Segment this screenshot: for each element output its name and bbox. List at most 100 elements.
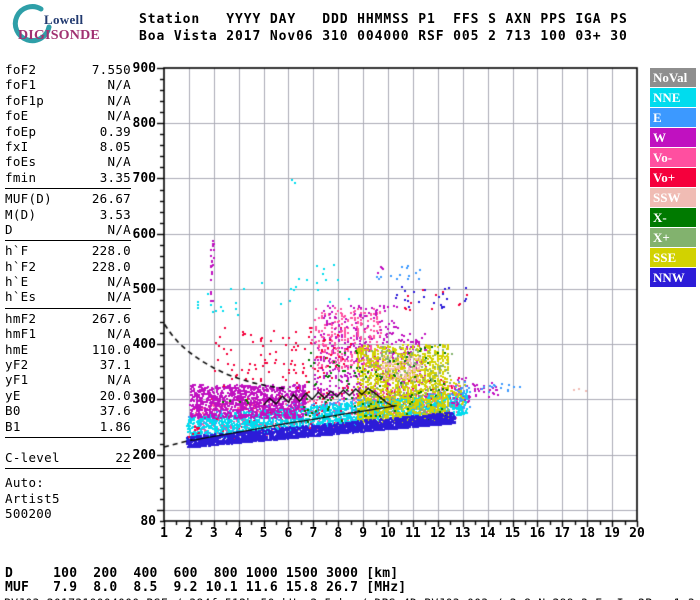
- x-axis-tick-label: 14: [479, 526, 496, 541]
- x-axis-tick-label: 19: [604, 526, 620, 541]
- doppler-direction-legend: NoVal NNE E W Vo- Vo+ SSW X- X+ SSE NNW: [650, 68, 696, 288]
- param-group: MUF(D) 26.67 M(D) 3.53 D N/A: [5, 191, 131, 237]
- param-label: hmF2: [5, 310, 37, 326]
- param-label: yF2: [5, 357, 29, 373]
- param-value: 37.1: [99, 357, 131, 373]
- param-value: 0.39: [99, 123, 131, 139]
- legend-item-vo: Vo-: [650, 148, 696, 167]
- y-axis-tick-label: 200: [132, 447, 156, 463]
- lowell-digisonde-logo: Lowell DIGISONDE: [8, 4, 126, 50]
- x-axis-tick-label: 17: [554, 526, 571, 541]
- param-value: 20.0: [99, 387, 131, 403]
- param-value: 228.0: [91, 258, 131, 274]
- param-row-fof1: foF1 N/A: [5, 77, 131, 92]
- param-row-fof1p: foF1p N/A: [5, 93, 131, 108]
- param-group: Auto: Artist5 500200: [5, 475, 131, 521]
- param-value: N/A: [107, 326, 131, 342]
- legend-item-nne: NNE: [650, 88, 696, 107]
- param-label: foF2: [5, 62, 37, 77]
- param-label: h`F: [5, 243, 29, 259]
- param-row-auto: Auto:: [5, 475, 131, 490]
- param-row-fxi: fxI 8.05: [5, 139, 131, 154]
- param-label: foE: [5, 108, 29, 124]
- x-axis-tick-label: 11: [405, 526, 421, 541]
- param-row-hf: h`F 228.0: [5, 243, 131, 258]
- param-value: 267.6: [91, 310, 131, 326]
- param-label: yE: [5, 387, 21, 403]
- param-row-clevel: C-level 22: [5, 450, 131, 465]
- param-value: N/A: [107, 221, 131, 237]
- param-row-foes: foEs N/A: [5, 154, 131, 169]
- param-row-b1: B1 1.86: [5, 419, 131, 434]
- param-label: D: [5, 221, 13, 237]
- scaled-parameters-panel: foF2 7.550 foF1 N/A foF1p N/A foE N/A foEp 0.39 fx…: [5, 62, 131, 522]
- x-axis-tick-label: 18: [579, 526, 596, 541]
- legend-item-e: E: [650, 108, 696, 127]
- param-row-hmf2: hmF2 267.6: [5, 311, 131, 326]
- param-label: h`Es: [5, 289, 37, 305]
- param-label: fmin: [5, 169, 37, 185]
- param-row-d: D N/A: [5, 222, 131, 237]
- x-axis-tick-label: 10: [380, 526, 396, 541]
- param-group: hmF2 267.6 hmF1 N/A hmE 110.0 yF2 37.1 yF1 N/A yE 2…: [5, 311, 131, 434]
- param-label: B1: [5, 418, 21, 434]
- param-value: N/A: [107, 108, 131, 124]
- param-value: N/A: [107, 77, 131, 93]
- x-axis-tick-label: 16: [529, 526, 546, 541]
- param-label: foF1p: [5, 92, 45, 108]
- param-label: M(D): [5, 206, 37, 222]
- legend-item-x: X+: [650, 228, 696, 247]
- ionogram-plot: [154, 64, 652, 528]
- y-axis-tick-label: 300: [132, 392, 156, 408]
- param-value: N/A: [107, 92, 131, 108]
- param-label: foF1: [5, 77, 37, 93]
- param-row-hf2: h`F2 228.0: [5, 259, 131, 274]
- param-value: 7.550: [91, 62, 131, 77]
- logo-text-lowell: Lowell: [44, 12, 84, 27]
- param-value: N/A: [107, 289, 131, 305]
- param-group: h`F 228.0 h`F2 228.0 h`E N/A h`Es N/A: [5, 243, 131, 305]
- x-axis-tick-label: 1: [160, 526, 168, 541]
- param-label: Auto:: [5, 475, 45, 491]
- param-value: 3.53: [99, 206, 131, 222]
- legend-item-nnw: NNW: [650, 268, 696, 287]
- param-value: N/A: [107, 154, 131, 170]
- x-axis-tick-label: 8: [334, 526, 343, 541]
- x-axis-tick-label: 7: [309, 526, 318, 541]
- param-label: Artist5: [5, 490, 60, 506]
- x-axis-tick-label: 15: [504, 526, 521, 541]
- y-axis-tick-label: 500: [132, 281, 156, 297]
- param-row-b0: B0 37.6: [5, 403, 131, 418]
- param-row-foep: foEp 0.39: [5, 124, 131, 139]
- param-row-500200: 500200: [5, 506, 131, 521]
- param-label: hmF1: [5, 326, 37, 342]
- header-values-line: Boa Vista 2017 Nov06 310 004000 RSF 005 …: [139, 29, 628, 44]
- panel-divider: [5, 468, 131, 470]
- panel-divider: [5, 307, 131, 309]
- param-row-artist5: Artist5: [5, 491, 131, 506]
- param-row-yf1: yF1 N/A: [5, 372, 131, 387]
- y-axis-tick-label: 900: [132, 61, 156, 76]
- logo-arc-icon: [12, 4, 52, 44]
- x-axis-tick-label: 5: [259, 526, 268, 541]
- y-axis-tick-label: 700: [132, 171, 156, 187]
- panel-divider: [5, 188, 131, 190]
- param-row-he: h`E N/A: [5, 274, 131, 289]
- x-axis-tick-label: 6: [284, 526, 293, 541]
- x-axis-tick-label: 13: [454, 526, 471, 541]
- param-row-hmf1: hmF1 N/A: [5, 326, 131, 341]
- param-label: hmE: [5, 341, 29, 357]
- param-row-fmin: fmin 3.35: [5, 170, 131, 185]
- param-row-fof2: foF2 7.550: [5, 62, 131, 77]
- param-label: foEs: [5, 154, 37, 170]
- d-muf-table: D 100 200 400 600 800 1000 1500 3000 [km…: [5, 566, 407, 595]
- panel-divider: [5, 436, 131, 438]
- param-row-yf2: yF2 37.1: [5, 357, 131, 372]
- x-axis-tick-label: 4: [234, 526, 243, 541]
- param-value: 37.6: [99, 403, 131, 419]
- param-value: 8.05: [99, 138, 131, 154]
- param-value: 26.67: [91, 191, 131, 207]
- legend-item-sse: SSE: [650, 248, 696, 267]
- param-value: 22: [115, 449, 131, 465]
